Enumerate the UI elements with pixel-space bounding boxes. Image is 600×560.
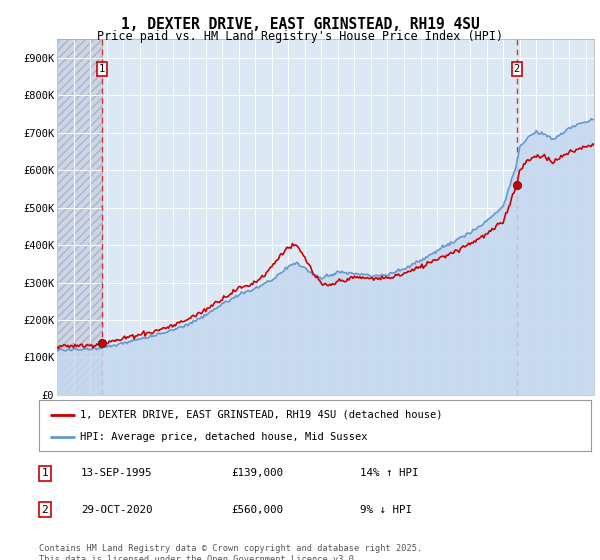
Text: Price paid vs. HM Land Registry's House Price Index (HPI): Price paid vs. HM Land Registry's House … [97, 30, 503, 43]
Text: 29-OCT-2020: 29-OCT-2020 [81, 505, 152, 515]
Text: £560,000: £560,000 [231, 505, 283, 515]
Text: 1: 1 [41, 468, 49, 478]
Text: 13-SEP-1995: 13-SEP-1995 [81, 468, 152, 478]
Text: 14% ↑ HPI: 14% ↑ HPI [360, 468, 419, 478]
Text: 1, DEXTER DRIVE, EAST GRINSTEAD, RH19 4SU: 1, DEXTER DRIVE, EAST GRINSTEAD, RH19 4S… [121, 17, 479, 32]
Text: 1: 1 [98, 64, 105, 74]
Text: 2: 2 [514, 64, 520, 74]
Text: HPI: Average price, detached house, Mid Sussex: HPI: Average price, detached house, Mid … [80, 432, 368, 442]
Text: Contains HM Land Registry data © Crown copyright and database right 2025.
This d: Contains HM Land Registry data © Crown c… [39, 544, 422, 560]
Text: 2: 2 [41, 505, 49, 515]
Bar [57, 39, 102, 395]
Text: 1, DEXTER DRIVE, EAST GRINSTEAD, RH19 4SU (detached house): 1, DEXTER DRIVE, EAST GRINSTEAD, RH19 4S… [80, 409, 443, 419]
Text: £139,000: £139,000 [231, 468, 283, 478]
Text: 9% ↓ HPI: 9% ↓ HPI [360, 505, 412, 515]
